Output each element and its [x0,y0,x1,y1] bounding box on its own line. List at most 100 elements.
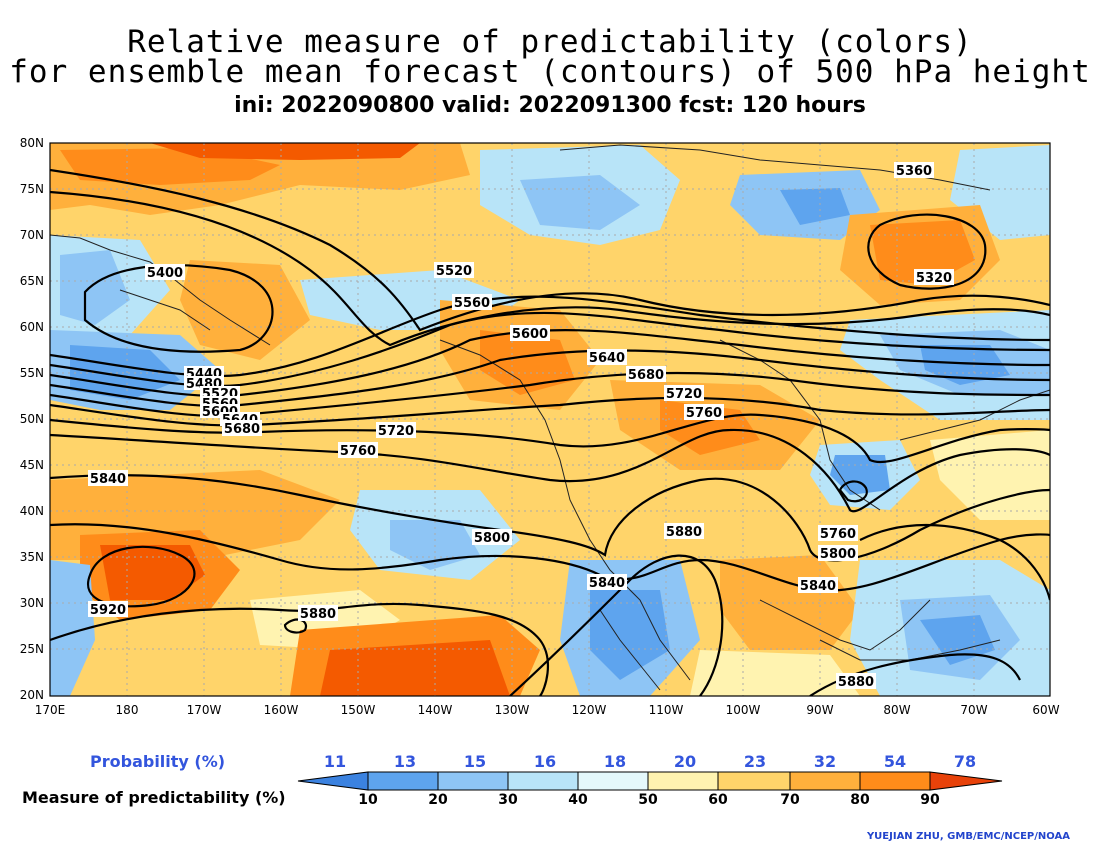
measure-value: 10 [358,792,378,808]
lon-tick: 100W [726,703,761,717]
lon-tick: 130W [495,703,530,717]
svg-text:5600: 5600 [512,327,548,342]
probability-value: 18 [603,752,627,771]
contour-label: 5720 [376,422,416,439]
lat-tick: 70N [20,228,44,242]
contour-label-group: 5360 5320 5400 5520 5560 5600 5640 5680 … [88,162,954,690]
lon-tick: 180 [116,703,139,717]
svg-text:5840: 5840 [589,576,625,591]
svg-text:5840: 5840 [800,579,836,594]
colorbar [297,771,1003,791]
lat-tick: 20N [20,688,44,702]
svg-text:5760: 5760 [686,406,722,421]
probability-value: 32 [813,752,837,771]
svg-text:5560: 5560 [454,296,490,311]
svg-text:5320: 5320 [916,271,952,286]
svg-text:5800: 5800 [474,531,510,546]
contour-label: 5880 [298,605,338,622]
measure-value: 60 [708,792,728,808]
lat-tick: 75N [20,182,44,196]
probability-legend-title: Probability (%) [90,752,226,771]
svg-text:5720: 5720 [666,387,702,402]
measure-value: 90 [920,792,940,808]
contour-label: 5880 [836,673,876,690]
svg-text:5760: 5760 [340,444,376,459]
lat-tick: 65N [20,274,44,288]
title-line-1: Relative measure of predictability (colo… [127,24,973,60]
contour-label: 5400 [145,264,185,281]
probability-value: 23 [743,752,767,771]
lat-tick: 30N [20,596,44,610]
lon-tick: 170W [187,703,222,717]
contour-label: 5840 [587,574,627,591]
svg-text:5400: 5400 [147,266,183,281]
title-line-2: for ensemble mean forecast (contours) of… [9,54,1091,90]
probability-value: 20 [673,752,697,771]
probability-value: 54 [883,752,907,771]
contour-label: 5880 [664,523,704,540]
svg-text:5880: 5880 [300,607,336,622]
map-frame [49,142,1051,697]
contour-label: 5920 [88,601,128,618]
lat-tick: 40N [20,504,44,518]
svg-text:5680: 5680 [628,368,664,383]
svg-text:5880: 5880 [666,525,702,540]
measure-value: 70 [780,792,800,808]
lon-tick: 120W [572,703,607,717]
contour-label: 5720 [664,385,704,402]
lon-tick: 90W [806,703,833,717]
measure-legend-title: Measure of predictability (%) [22,788,286,807]
contour-label: 5640 [587,349,627,366]
lat-tick: 45N [20,458,44,472]
svg-text:5680: 5680 [224,422,260,437]
measure-value: 80 [850,792,870,808]
svg-text:5520: 5520 [436,264,472,279]
contour-label: 5760 [338,442,378,459]
lat-axis: 80N 75N 70N 65N 60N 55N 50N 45N 40N 35N … [20,136,44,702]
contour-label: 5520 [434,262,474,279]
lon-axis: 170E 180 170W 160W 150W 140W 130W 120W 1… [35,703,1060,717]
svg-text:5840: 5840 [90,472,126,487]
contour-label: 5760 [818,525,858,542]
lon-tick: 70W [960,703,987,717]
contour-label: 5840 [88,470,128,487]
probability-value: 11 [323,752,347,771]
measure-value: 30 [498,792,518,808]
contour-label: 5680 [222,420,262,437]
svg-text:5640: 5640 [589,351,625,366]
measure-value: 40 [568,792,588,808]
lon-tick: 160W [264,703,299,717]
contour-label: 5680 [626,366,666,383]
lon-tick: 150W [341,703,376,717]
probability-value: 78 [953,752,977,771]
contour-label: 5360 [894,162,934,179]
lat-tick: 35N [20,550,44,564]
probability-value: 13 [393,752,417,771]
svg-text:5720: 5720 [378,424,414,439]
contour-label: 5600 [510,325,550,342]
svg-text:5800: 5800 [820,547,856,562]
svg-text:5360: 5360 [896,164,932,179]
svg-text:5920: 5920 [90,603,126,618]
contour-label: 5760 [684,404,724,421]
lon-tick: 140W [418,703,453,717]
credit-text: YUEJIAN ZHU, GMB/EMC/NCEP/NOAA [866,831,1070,842]
lon-tick: 110W [649,703,684,717]
measure-value: 50 [638,792,658,808]
lat-tick: 80N [20,136,44,150]
title-line-3: ini: 2022090800 valid: 2022091300 fcst: … [234,93,866,118]
lon-tick: 80W [883,703,910,717]
contour-label: 5840 [798,577,838,594]
lon-tick: 60W [1032,703,1059,717]
lat-tick: 55N [20,366,44,380]
contour-label: 5800 [472,529,512,546]
lat-tick: 50N [20,412,44,426]
svg-text:5760: 5760 [820,527,856,542]
contour-label: 5560 [452,294,492,311]
contour-label: 5320 [914,269,954,286]
probability-value: 15 [463,752,487,771]
lon-tick: 170E [35,703,66,717]
lat-tick: 60N [20,320,44,334]
lat-tick: 25N [20,642,44,656]
